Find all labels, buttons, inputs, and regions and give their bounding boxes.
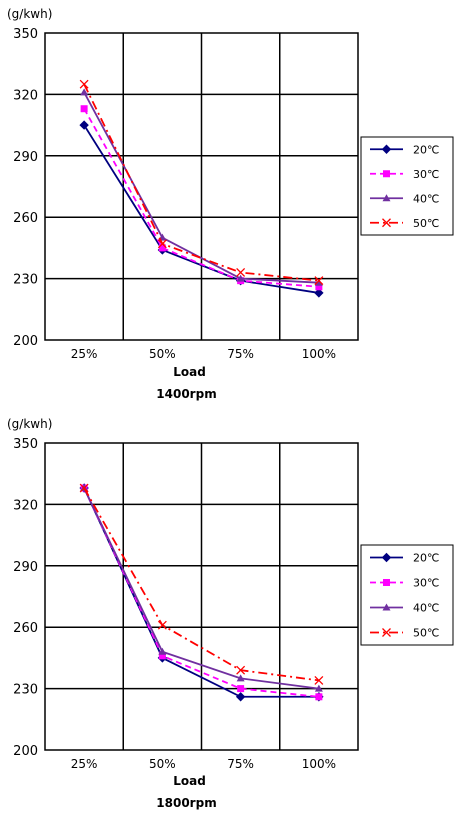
legend-box [360,544,454,646]
y-tick-label: 230 [13,683,38,698]
chart-caption: 1800rpm [156,796,216,810]
legend-marker [383,579,390,586]
data-point [314,675,324,685]
data-point [235,692,246,702]
data-point [315,693,323,701]
data-point [157,239,167,249]
legend-marker [382,218,391,228]
x-axis-label: Load [173,774,206,788]
chart-2: 200 230 260 290 320 350 25% 50% 75% 100% (g/kwh) Lo… [7,417,454,810]
legend-marker [382,194,391,202]
y-tick-label: 350 [13,437,38,452]
legend-label: 30℃ [413,168,439,181]
x-tick-label: 100% [302,757,336,771]
unit-label: (g/kwh) [7,417,52,431]
y-tick-label: 260 [13,621,38,636]
legend: 20℃ 30℃ 40℃ 50℃ [360,136,454,236]
data-point [79,120,89,130]
data-point [158,652,166,660]
data-point [158,244,166,252]
series-4 [79,483,324,685]
x-tick-label: 25% [71,347,98,361]
legend-marker [381,552,392,563]
x-tick-label: 50% [149,757,176,771]
y-tick-label: 200 [13,334,38,349]
legend-label: 50℃ [413,627,439,640]
data-point [236,674,245,682]
legend-marker [383,170,390,178]
x-axis-label: Load [173,365,206,379]
x-tick-label: 25% [71,757,98,771]
legend-label: 50℃ [413,217,439,230]
data-point [314,278,323,286]
y-tick-label: 290 [13,560,38,575]
legend-label: 30℃ [413,577,439,590]
unit-label: (g/kwh) [7,7,52,21]
data-point [80,105,88,113]
legend-label: 40℃ [413,192,439,205]
legend-label: 20℃ [413,552,439,565]
y-tick-label: 260 [13,211,38,226]
y-tick-label: 320 [13,498,38,513]
x-tick-label: 75% [227,757,254,771]
x-tick-label: 75% [227,347,254,361]
chart-1: 200 230 260 290 320 350 25% 50% 75% 100% (g/kwh) Lo… [7,7,454,401]
y-tick-label: 320 [13,88,38,103]
data-point [237,685,245,693]
y-tick-label: 230 [13,273,38,288]
y-tick-label: 350 [13,27,38,42]
series-line [83,487,319,690]
legend-box [360,136,454,236]
legend-label: 20℃ [413,143,439,156]
data-point [236,268,246,277]
series-4 [79,79,324,286]
data-point [79,79,89,89]
data-point [157,620,167,630]
legend-label: 40℃ [413,602,439,615]
chart-caption: 1400rpm [156,387,216,401]
y-tick-label: 200 [13,744,38,759]
data-point [80,88,89,96]
data-point [314,276,324,286]
legend-marker [381,144,392,154]
legend-marker [382,603,391,611]
x-tick-label: 50% [149,347,176,361]
y-tick-label: 290 [13,150,38,165]
data-point [79,483,89,493]
data-point [314,288,324,298]
series-line [83,124,320,294]
series-line [83,108,319,288]
legend-marker [382,628,391,637]
data-point [236,274,245,282]
data-point [158,647,167,655]
x-tick-label: 100% [302,347,336,361]
legend: 20℃ 30℃ 40℃ 50℃ [360,544,454,646]
data-point [236,665,246,675]
data-point [314,684,323,692]
series-line [83,487,319,682]
data-point [315,283,323,291]
